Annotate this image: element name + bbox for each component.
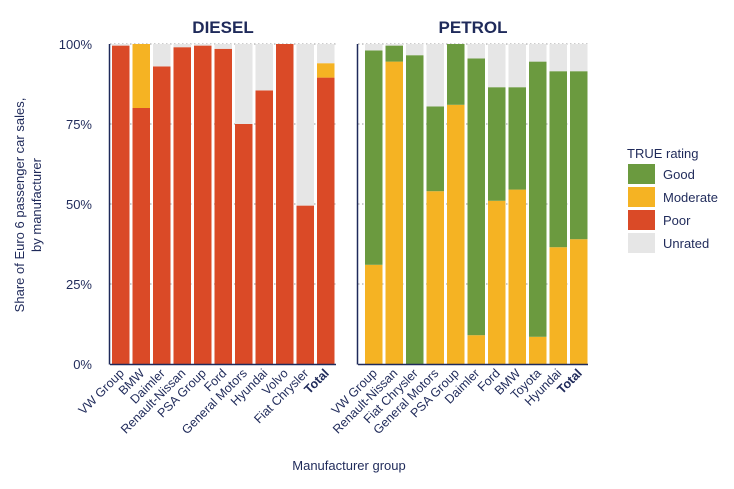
bar-segment-unrated [385, 44, 403, 46]
y-tick-label: 0% [73, 357, 92, 372]
bar-segment-unrated [235, 44, 253, 124]
legend-swatch-poor [628, 210, 655, 230]
bar-segment-moderate [508, 189, 526, 364]
y-axis-title-line-2: by manufacturer [29, 157, 44, 252]
bar-segment-moderate [488, 200, 506, 364]
y-tick-label: 25% [66, 277, 92, 292]
bar-segment-unrated [406, 44, 424, 56]
bar-segment-unrated [529, 44, 547, 62]
bar-segment-unrated [365, 44, 383, 51]
y-tick-label: 50% [66, 197, 92, 212]
y-tick-label: 100% [59, 37, 93, 52]
legend-swatch-unrated [628, 233, 655, 253]
bar-segment-poor [173, 47, 191, 364]
y-axis-title-line-1: Share of Euro 6 passenger car sales, [12, 98, 27, 313]
bar-segment-unrated [112, 44, 130, 46]
bar-segment-good [529, 61, 547, 337]
y-tick-label: 75% [66, 117, 92, 132]
bar-segment-poor [132, 108, 150, 364]
bar-segment-unrated [317, 44, 335, 64]
legend-label-poor: Poor [663, 213, 691, 228]
bar-segment-good [426, 106, 444, 192]
bar-segment-unrated [467, 44, 485, 59]
bar-segment-unrated [173, 44, 191, 48]
bar-segment-unrated [255, 44, 273, 91]
bar-segment-moderate [426, 191, 444, 364]
bar-segment-poor [214, 48, 232, 365]
bar-segment-good [467, 58, 485, 336]
bar-segment-moderate [365, 264, 383, 364]
bar-segment-unrated [570, 44, 588, 72]
bar-segment-good [570, 71, 588, 240]
bar-segment-unrated [153, 44, 171, 67]
bar-segment-moderate [385, 61, 403, 364]
bar-segment-good [385, 45, 403, 62]
bar-segment-poor [194, 45, 212, 364]
bar-segment-moderate [467, 335, 485, 364]
x-axis-title: Manufacturer group [292, 458, 405, 473]
bar-segment-good [406, 55, 424, 364]
bar-segment-moderate [549, 247, 567, 364]
bar-segment-poor [317, 77, 335, 364]
bar-segment-good [549, 71, 567, 248]
bar-segment-unrated [194, 44, 212, 46]
legend-swatch-moderate [628, 187, 655, 207]
bar-segment-poor [235, 124, 253, 364]
bar-segment-unrated [426, 44, 444, 107]
legend-title: TRUE rating [627, 146, 699, 161]
legend-swatch-good [628, 164, 655, 184]
bar-segment-unrated [296, 44, 314, 206]
bar-segment-good [447, 44, 465, 105]
bar-segment-poor [276, 44, 294, 364]
legend-label-moderate: Moderate [663, 190, 718, 205]
bar-segment-unrated [488, 44, 506, 88]
bar-segment-good [488, 87, 506, 201]
bar-segment-poor [255, 90, 273, 365]
bar-segment-unrated [549, 44, 567, 72]
bar-segment-good [365, 50, 383, 265]
bar-segment-moderate [447, 104, 465, 365]
bar-segment-moderate [570, 239, 588, 364]
bar-segment-poor [296, 205, 314, 364]
bar-segment-unrated [214, 44, 232, 49]
panel-title: PETROL [439, 18, 508, 37]
bar-segment-moderate [529, 336, 547, 364]
category-label: Total [555, 366, 585, 396]
panel-title: DIESEL [192, 18, 253, 37]
bar-segment-moderate [132, 44, 150, 108]
bar-segment-good [508, 87, 526, 190]
bar-segment-poor [112, 45, 130, 364]
bar-segment-unrated [508, 44, 526, 88]
legend-label-unrated: Unrated [663, 236, 709, 251]
bar-segment-moderate [317, 63, 335, 78]
category-label: Total [302, 366, 332, 396]
legend-label-good: Good [663, 167, 695, 182]
legend: TRUE rating Good Moderate Poor Unrated [627, 146, 718, 253]
bar-segment-poor [153, 66, 171, 365]
